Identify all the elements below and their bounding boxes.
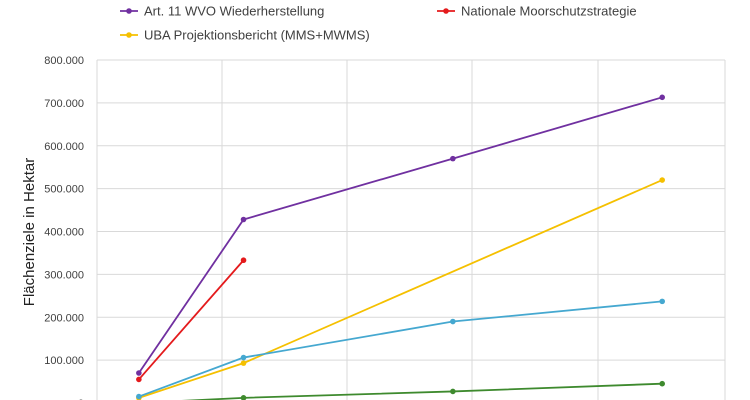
legend-label: UBA Projektionsbericht (MMS+MWMS) (144, 28, 370, 43)
series-line-4 (181, 382, 663, 400)
data-point (136, 393, 142, 400)
data-point (136, 370, 142, 376)
y-tick-label: 0 (78, 398, 84, 400)
y-tick-label: 600.000 (44, 141, 84, 153)
series-line-1 (138, 259, 245, 381)
y-tick-label: 400.000 (44, 227, 84, 239)
legend: Art. 11 WVO Wiederherstellung Nationale M… (120, 4, 637, 43)
data-point (659, 94, 665, 101)
y-tick-label: 800.000 (44, 55, 84, 67)
series-lines (138, 96, 663, 400)
data-point (450, 155, 456, 162)
data-point (240, 395, 247, 400)
data-point (136, 376, 142, 383)
y-tick-label: 700.000 (44, 98, 84, 110)
y-tick-label: 200.000 (44, 312, 84, 324)
y-tick-label: 500.000 (44, 184, 84, 196)
data-point (659, 177, 665, 183)
data-point (240, 257, 247, 264)
legend-marker (126, 32, 132, 38)
y-tick-label: 300.000 (44, 269, 84, 281)
gridlines (96, 59, 726, 400)
y-tick-label: 100.000 (44, 355, 84, 367)
data-point (659, 298, 665, 305)
series-line-0 (138, 96, 663, 374)
legend-label: Nationale Moorschutzstrategie (461, 4, 637, 19)
data-point (240, 216, 247, 223)
series-points (136, 94, 665, 400)
y-axis-title: Flächenziele in Hektar (21, 158, 38, 306)
legend-marker (126, 8, 132, 14)
data-point (659, 380, 665, 387)
series-line-3 (138, 300, 663, 398)
data-point (240, 354, 247, 361)
legend-marker (443, 8, 449, 14)
y-axis-ticks: 0 100.000 200.000 300.000 400.000 500.000 600.… (44, 55, 84, 400)
data-point (450, 388, 456, 395)
data-point (240, 360, 247, 366)
legend-label: Art. 11 WVO Wiederherstellung (144, 4, 324, 19)
data-point (450, 318, 456, 325)
